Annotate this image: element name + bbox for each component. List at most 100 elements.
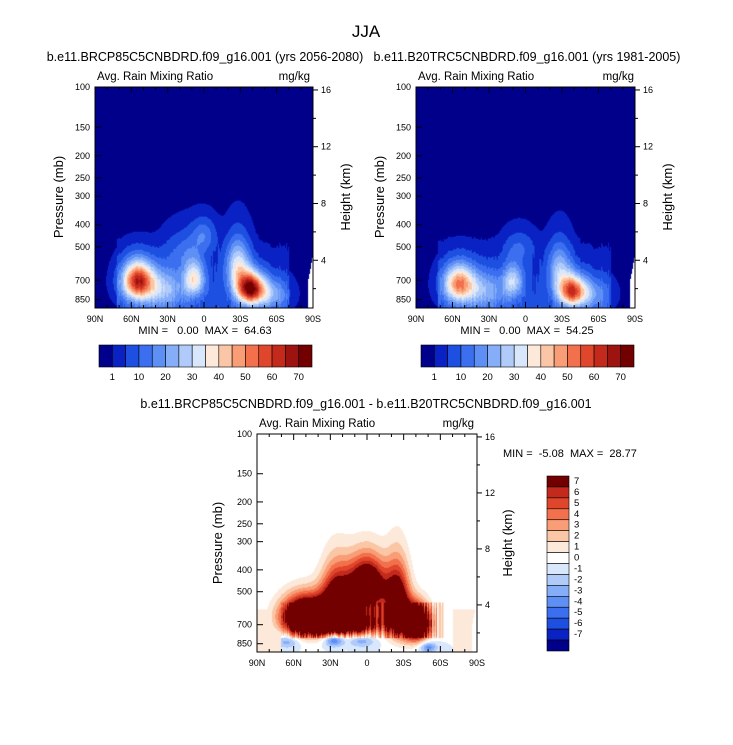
y-tick-label: 250	[237, 519, 252, 529]
x-tick-label: 30S	[232, 314, 248, 324]
colorbar-label: 1	[110, 372, 115, 383]
colorbar-label: -7	[574, 629, 582, 640]
colorbar-swatch	[138, 344, 153, 368]
frame-future: 90N 60N 30N 0 30S 60S 90S 100 150 200 250 300 400 500…	[75, 82, 331, 324]
colorbar-swatch	[513, 344, 528, 368]
x-tick-label: 0	[364, 658, 369, 668]
colorbar-swatch	[593, 344, 608, 368]
colorbar-label: 4	[574, 509, 579, 520]
colorbar-swatch	[553, 344, 568, 368]
y2-tick-label: 16	[321, 85, 331, 95]
x-tick-label: 90S	[305, 314, 321, 324]
colorbar-label: 2	[574, 531, 579, 542]
colorbar-swatch	[178, 344, 193, 368]
x-tick-label: 90S	[469, 658, 485, 668]
y2-tick-label: 8	[321, 198, 326, 208]
panel-title-future: b.e11.BRCP85C5CNBDRD.f09_g16.001 (yrs 20…	[47, 50, 364, 64]
y-tick-label: 400	[75, 220, 90, 230]
colorbar-label: 10	[456, 372, 467, 383]
colorbar-swatch	[546, 617, 570, 630]
y-tick-label: 850	[75, 295, 90, 305]
x-tick-label: 60N	[444, 314, 461, 324]
stats-difference: MIN = -5.08 MAX = 28.77	[503, 448, 637, 460]
x-tick-label: 90S	[627, 314, 643, 324]
colorbar-swatch	[473, 344, 488, 368]
y2-tick-label: 4	[485, 600, 490, 610]
y-tick-label: 100	[237, 429, 252, 439]
colorbar-swatch	[500, 344, 515, 368]
colorbar-label: -5	[574, 607, 582, 618]
y-tick-label: 250	[396, 173, 411, 183]
colorbar-label: -2	[574, 574, 582, 585]
units-label-difference: mg/kg	[443, 418, 474, 430]
colorbar-label: 30	[187, 372, 198, 383]
x-tick-label: 30S	[396, 658, 412, 668]
colorbar-swatch	[567, 344, 582, 368]
colorbar-swatch	[98, 344, 113, 368]
y2label-difference: Height (km)	[500, 509, 515, 576]
y-tick-label: 100	[75, 82, 90, 92]
colorbar-swatch	[434, 344, 448, 368]
colorbar-label: 6	[574, 487, 579, 498]
colorbar-swatch	[546, 508, 570, 521]
colorbar-swatch	[546, 563, 570, 575]
y2-tick-label: 4	[643, 255, 648, 265]
colorbar-label: 5	[574, 498, 579, 509]
y-tick-label: 200	[75, 151, 90, 161]
y-tick-label: 400	[237, 565, 252, 575]
y-tick-label: 300	[396, 191, 411, 201]
panel-title-difference: b.e11.BRCP85C5CNBDRD.f09_g16.001 - b.e11…	[140, 397, 591, 411]
colorbar-label: 1	[432, 372, 437, 383]
field-difference	[257, 434, 477, 652]
colorbar-swatch	[546, 628, 570, 641]
x-tick-label: 30S	[554, 314, 570, 324]
x-tick-label: 90N	[87, 314, 104, 324]
colorbar-swatch	[546, 574, 570, 586]
colorbar-swatch	[460, 344, 475, 368]
x-tick-label: 30N	[159, 314, 176, 324]
ylabel-future: Pressure (mb)	[51, 156, 66, 238]
colorbar-swatch	[271, 344, 286, 368]
y2label-historical: Height (km)	[660, 163, 675, 230]
x-tick-label: 60S	[432, 658, 448, 668]
panel-future: b.e11.BRCP85C5CNBDRD.f09_g16.001 (yrs 20…	[47, 50, 364, 383]
colorbar-label: 30	[509, 372, 520, 383]
colorbar-historical: 1 10 20 30 40 50 60 70	[420, 344, 635, 383]
y-tick-label: 200	[396, 151, 411, 161]
y2-tick-label: 12	[321, 142, 331, 152]
y-tick-label: 700	[396, 275, 411, 285]
y-tick-label: 250	[75, 173, 90, 183]
colorbar-swatch	[258, 344, 273, 368]
y-tick-label: 100	[396, 82, 411, 92]
colorbar-label: 40	[536, 372, 547, 383]
colorbar-swatch	[151, 344, 166, 368]
x-tick-label: 0	[201, 314, 206, 324]
colorbar-label: 0	[574, 553, 579, 564]
colorbar-swatch	[546, 486, 570, 499]
colorbar-label: 40	[214, 372, 225, 383]
field-historical	[416, 87, 635, 308]
colorbar-swatch	[205, 344, 220, 368]
colorbar-label: 70	[615, 372, 626, 383]
y2label-future: Height (km)	[338, 163, 353, 230]
colorbar-swatch	[546, 585, 570, 597]
x-tick-label: 60S	[590, 314, 606, 324]
y2-tick-label: 8	[643, 198, 648, 208]
x-tick-label: 90N	[249, 658, 266, 668]
stats-historical: MIN = 0.00 MAX = 54.25	[460, 325, 593, 337]
x-tick-label: 60N	[285, 658, 302, 668]
colorbar-swatch	[546, 552, 570, 564]
colorbar-label: -3	[574, 585, 582, 596]
left-label-future: Avg. Rain Mixing Ratio	[97, 71, 213, 83]
panel-difference: b.e11.BRCP85C5CNBDRD.f09_g16.001 - b.e11…	[140, 397, 636, 668]
y-tick-label: 850	[396, 295, 411, 305]
colorbar-label: 20	[482, 372, 493, 383]
colorbar-swatch	[546, 497, 570, 510]
field-future	[95, 87, 313, 308]
x-tick-label: 30N	[481, 314, 498, 324]
frame-difference: 90N 60N 30N 0 30S 60S 90S 100 150 200 250 300 400 500…	[237, 429, 495, 668]
colorbar-label: 7	[574, 476, 579, 487]
colorbar-swatch	[165, 344, 180, 368]
